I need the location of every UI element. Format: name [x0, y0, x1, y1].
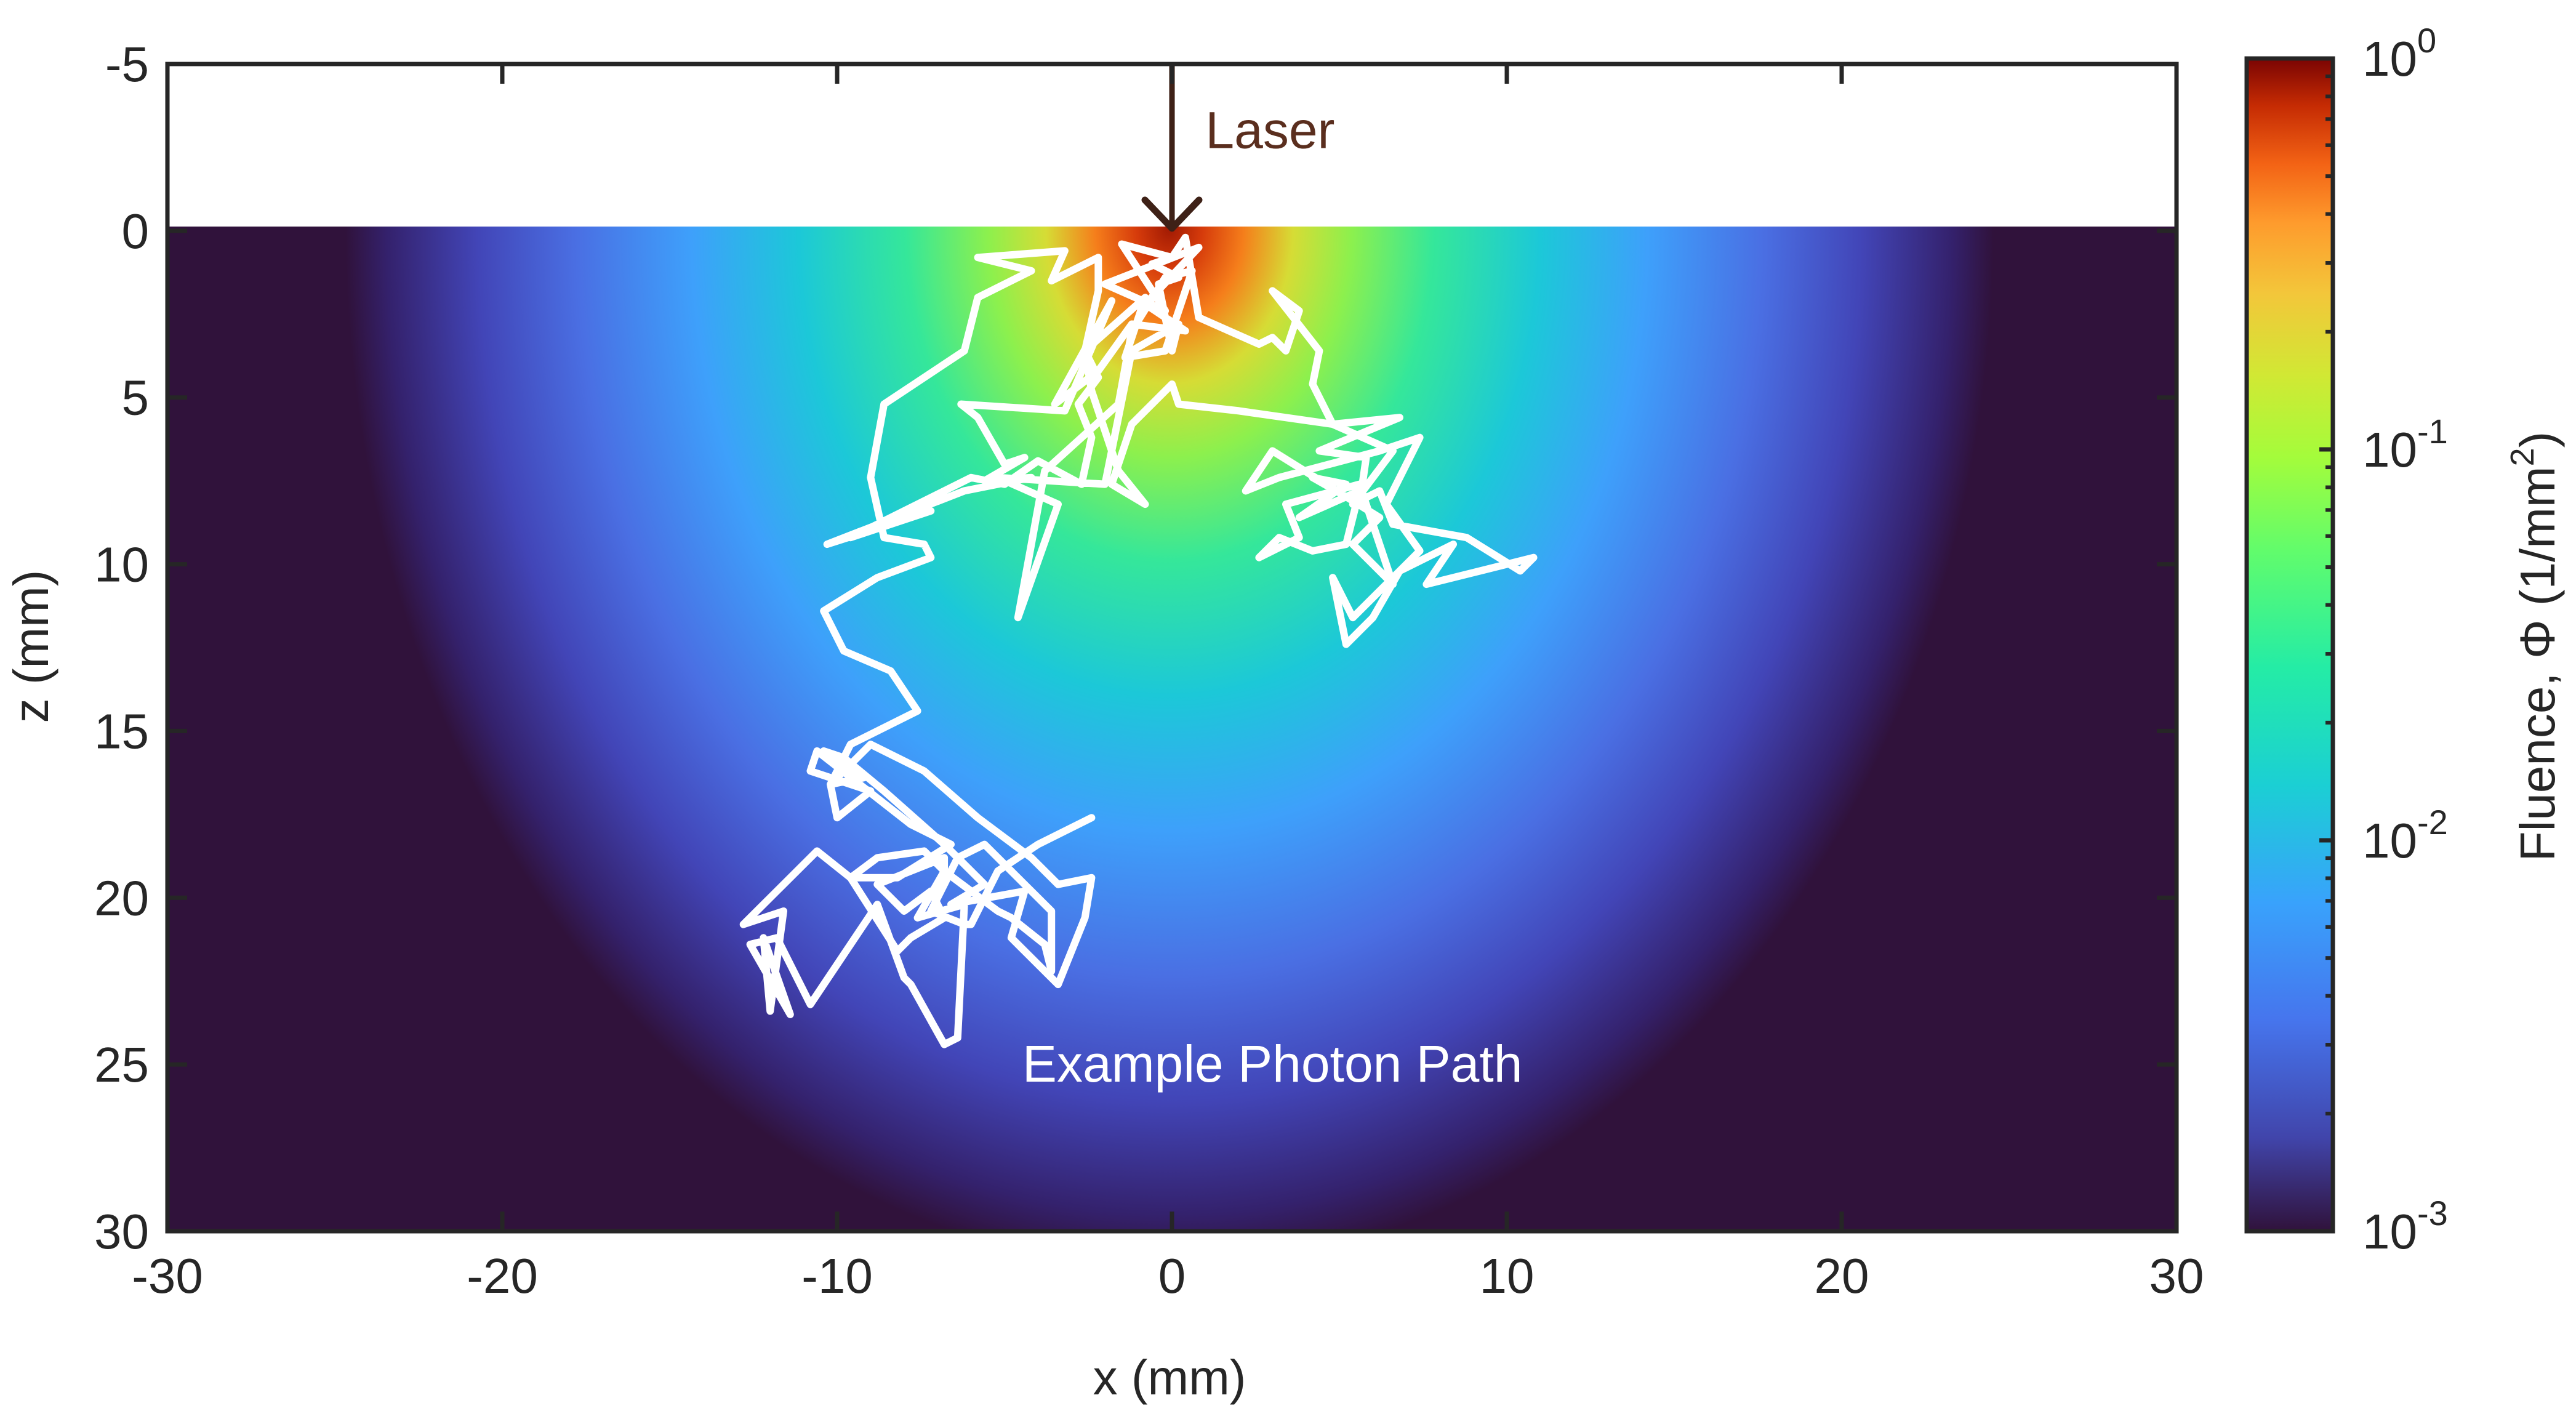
y-tick-label: 0: [122, 204, 150, 259]
photon-path-line: [739, 233, 1538, 1048]
y-tick-label: 15: [94, 704, 149, 758]
x-tick-label: -10: [801, 1248, 873, 1303]
y-tick-label: 20: [94, 870, 149, 925]
colorbar-ticks: 10-3 10-2 10-1 100: [2319, 21, 2448, 1259]
annotation-photon-path: Example Photon Path: [1022, 1035, 1523, 1093]
colorbar-label: Fluence, Φ (1/mm2): [2504, 432, 2565, 861]
y-tick-label: 30: [94, 1204, 149, 1259]
colorbar-tick-label: 100: [2362, 21, 2436, 86]
x-tick-label: -30: [132, 1248, 203, 1303]
laser-arrow-head: [1141, 196, 1203, 232]
y-axis-label: z (mm): [4, 570, 58, 723]
laser-arrow: [1141, 64, 1203, 232]
annotation-laser: Laser: [1205, 101, 1334, 159]
y-tick-label: 10: [94, 537, 149, 592]
x-tick-label: 20: [1815, 1248, 1869, 1303]
colorbar-tick-label: 10-3: [2362, 1194, 2448, 1259]
colorbar-frame: [2244, 56, 2335, 1234]
annotations: Laser Example Photon Path: [1022, 101, 1523, 1093]
x-axis-label: x (mm): [1093, 1350, 1246, 1405]
y-axis-ticks: -5 0 5 10 15 20 25 30: [94, 37, 2177, 1259]
plot-area: Laser Example Photon Path -30 -20 -10 0 10 20 3…: [94, 37, 2204, 1303]
x-axis-ticks: -30 -20 -10 0 10 20 30: [132, 64, 2204, 1303]
x-tick-label: 0: [1158, 1248, 1186, 1303]
y-tick-label: 25: [94, 1037, 149, 1092]
colorbar: 10-3 10-2 10-1 100 Fluence, Φ (1/mm2): [2244, 21, 2565, 1259]
x-tick-label: 30: [2149, 1248, 2204, 1303]
x-tick-label: 10: [1480, 1248, 1535, 1303]
colorbar-tick-label: 10-1: [2362, 412, 2448, 477]
colorbar-gradient: [2247, 58, 2333, 1231]
y-tick-label: -5: [105, 37, 149, 92]
y-tick-label: 5: [122, 371, 150, 425]
colorbar-tick-label: 10-2: [2362, 803, 2448, 868]
photon-path-group: [739, 233, 1538, 1048]
x-tick-label: -20: [467, 1248, 538, 1303]
